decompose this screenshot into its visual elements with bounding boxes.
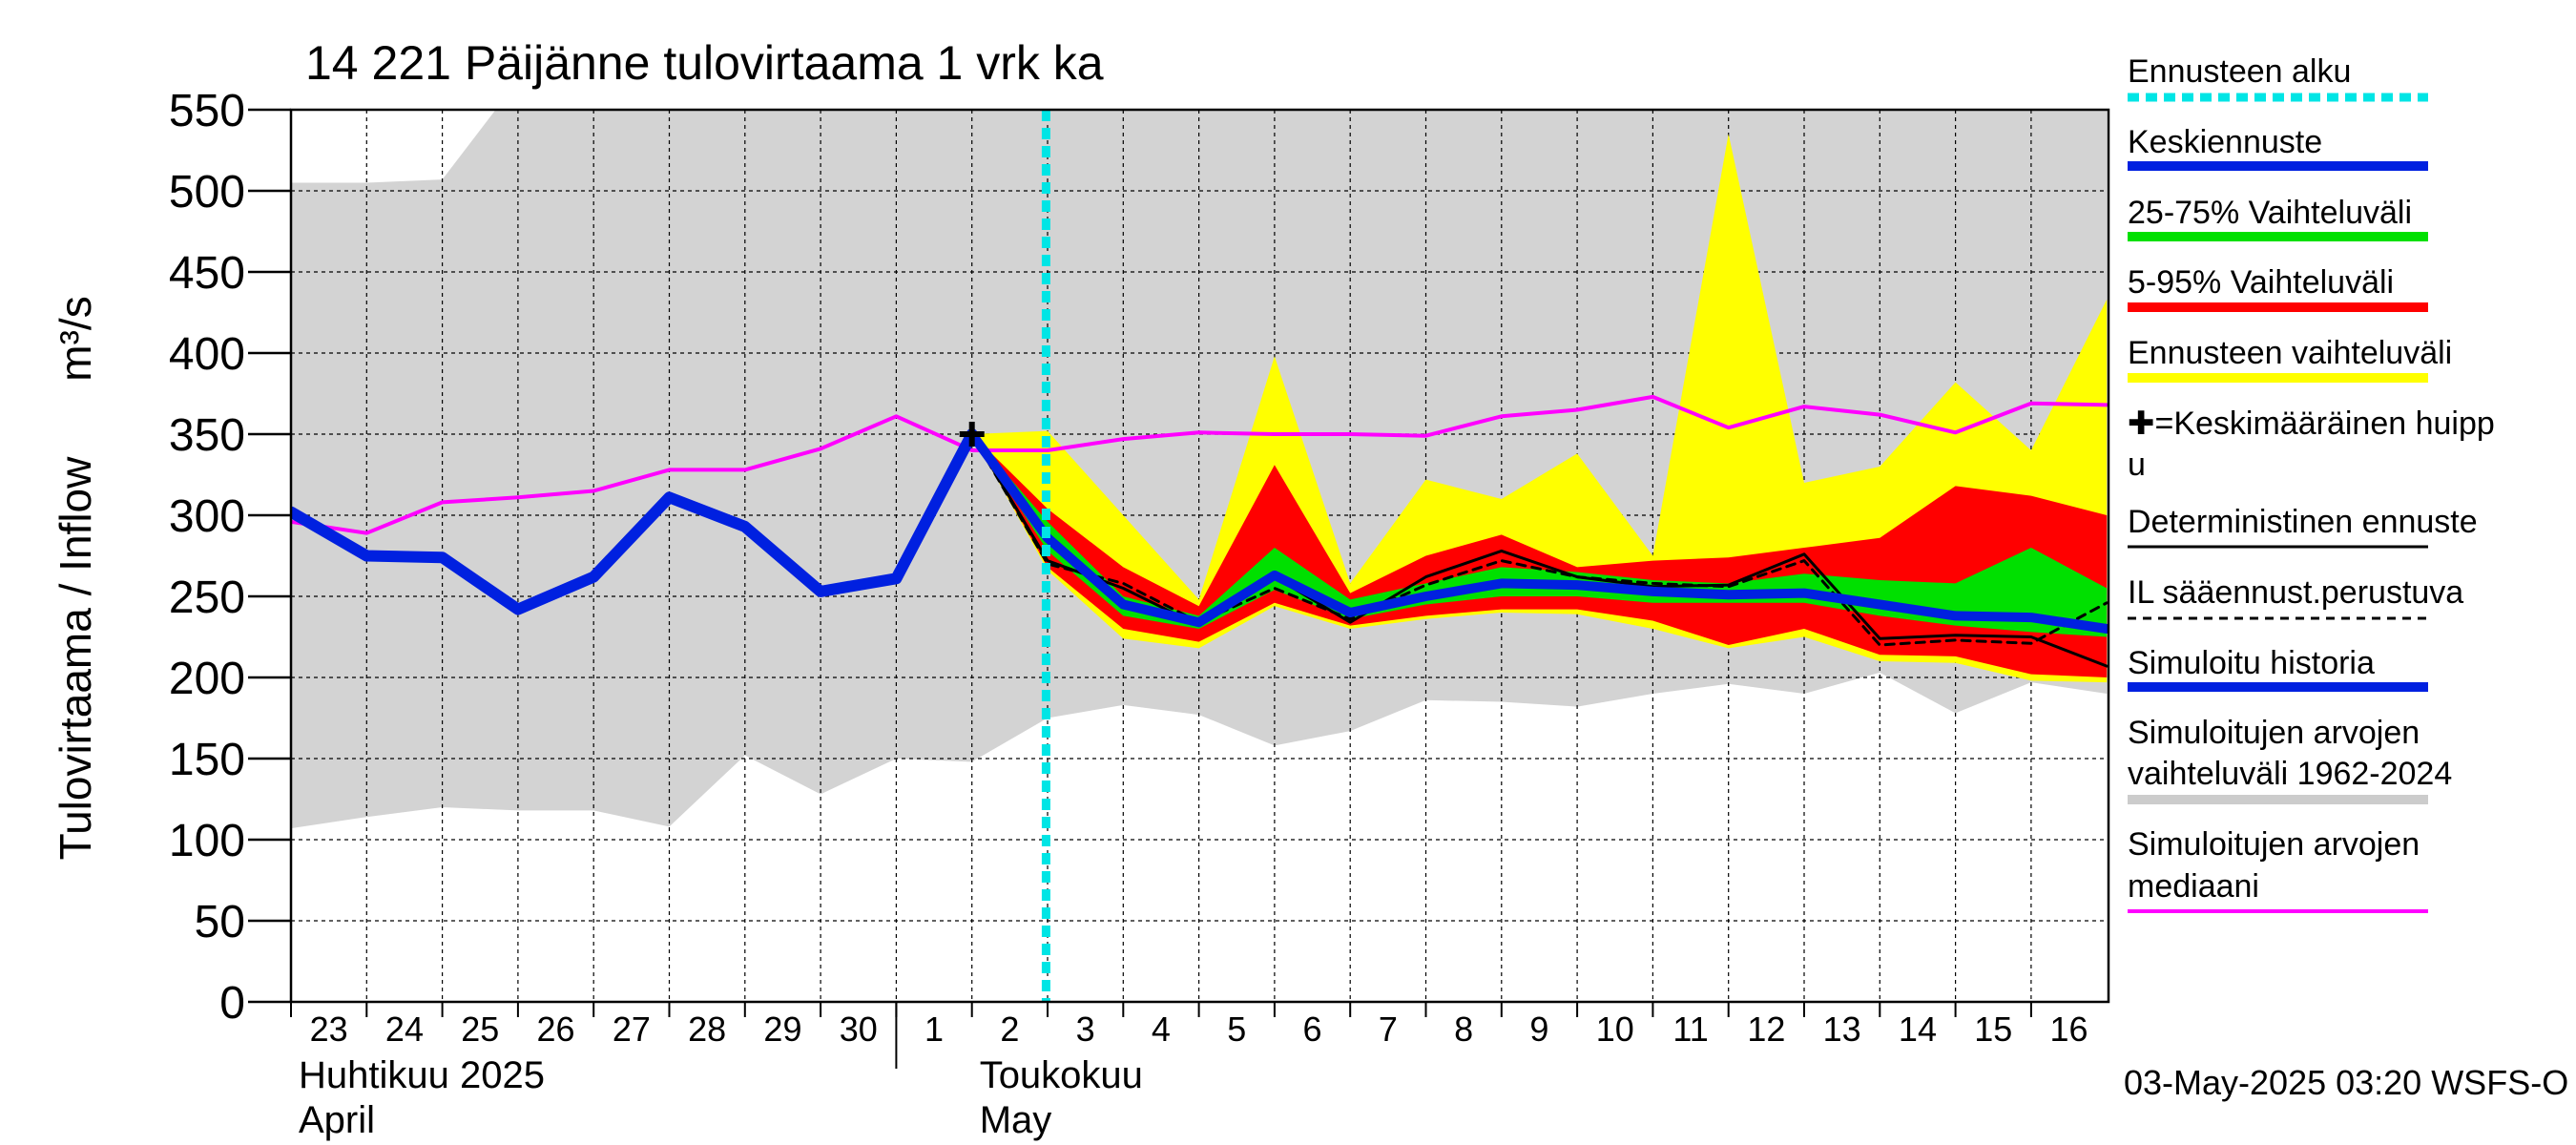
x-tick-label: 27 — [613, 1010, 651, 1049]
y-tick-label: 400 — [169, 329, 245, 380]
month-label-en: May — [980, 1099, 1052, 1141]
x-tick-label: 10 — [1596, 1010, 1634, 1049]
y-tick-label: 500 — [169, 167, 245, 218]
y-tick-label: 550 — [169, 86, 245, 136]
y-tick-label: 450 — [169, 248, 245, 299]
x-tick-label: 4 — [1152, 1010, 1171, 1049]
sim-history-line — [291, 428, 978, 615]
y-tick-label: 50 — [195, 897, 245, 947]
legend-label: Simuloitujen arvojen — [2128, 715, 2420, 751]
legend: Ennusteen alku Keskiennuste 25-75% Vaihtel… — [2128, 53, 2495, 913]
legend-label: Ennusteen alku — [2128, 53, 2351, 90]
peak-marker — [959, 422, 985, 447]
y-tick-label: 0 — [219, 978, 245, 1029]
x-tick-label: 3 — [1076, 1010, 1095, 1049]
legend-label: Deterministinen ennuste — [2128, 504, 2478, 540]
y-axis-label: Tulovirtaama / Inflow — [51, 456, 100, 860]
y-tick-label: 250 — [169, 572, 245, 623]
x-axis: 23 24 25 26 27 28 29 30 1 2 3 4 5 6 7 8 9 10 11 12 13 14 15 16H… — [290, 1002, 2088, 1141]
x-tick-label: 1 — [924, 1010, 944, 1049]
plot-area — [289, 108, 2110, 1004]
month-label-en: April — [299, 1099, 375, 1141]
y-tick-label: 300 — [169, 491, 245, 542]
x-tick-label: 9 — [1529, 1010, 1548, 1049]
legend-label: Simuloitujen arvojen — [2128, 826, 2420, 863]
x-tick-label: 13 — [1823, 1010, 1861, 1049]
median-line — [291, 394, 2109, 535]
x-tick-label: 6 — [1303, 1010, 1322, 1049]
month-label-fi: Huhtikuu 2025 — [299, 1054, 545, 1096]
x-tick-label: 23 — [310, 1010, 348, 1049]
plot-inner — [291, 110, 2109, 1002]
legend-label: ✚=Keskimääräinen huipp — [2128, 406, 2495, 442]
legend-label: vaihteluväli 1962-2024 — [2128, 756, 2452, 792]
legend-label: mediaani — [2128, 868, 2259, 905]
legend-label: u — [2128, 447, 2146, 483]
x-tick-label: 16 — [2050, 1010, 2088, 1049]
x-tick-label: 12 — [1747, 1010, 1785, 1049]
x-tick-label: 15 — [1974, 1010, 2012, 1049]
il-forecast-line — [970, 432, 2109, 647]
legend-label: Keskiennuste — [2128, 124, 2322, 160]
y-tick-label: 150 — [169, 735, 245, 785]
legend-label: Simuloitu historia — [2128, 645, 2375, 681]
deterministic-line — [970, 432, 2109, 668]
p5-95-area — [971, 434, 2108, 677]
y-tick-label: 200 — [169, 654, 245, 704]
x-tick-label: 30 — [840, 1010, 878, 1049]
legend-label: 5-95% Vaihteluväli — [2128, 264, 2394, 301]
x-tick-label: 14 — [1899, 1010, 1937, 1049]
chart-title: 14 221 Päijänne tulovirtaama 1 vrk ka — [305, 36, 1104, 90]
legend-label: 25-75% Vaihteluväli — [2128, 195, 2412, 231]
legend-label: IL sääennust.perustuva — [2128, 574, 2463, 611]
x-tick-label: 5 — [1227, 1010, 1246, 1049]
x-tick-label: 8 — [1454, 1010, 1473, 1049]
legend-label: Ennusteen vaihteluväli — [2128, 335, 2452, 371]
x-tick-label: 29 — [763, 1010, 801, 1049]
y-tick-label: 100 — [169, 816, 245, 866]
x-tick-label: 25 — [461, 1010, 499, 1049]
mean-forecast-line — [966, 429, 2109, 634]
footer-timestamp: 03-May-2025 03:20 WSFS-O — [2124, 1063, 2568, 1102]
x-tick-label: 26 — [537, 1010, 575, 1049]
y-tick-label: 350 — [169, 410, 245, 461]
y-axis: 0 50 100 150 200 250 300 350 400 450 500 550 — [169, 86, 291, 1029]
x-tick-label: 24 — [385, 1010, 424, 1049]
x-tick-label: 28 — [688, 1010, 726, 1049]
x-tick-label: 11 — [1672, 1010, 1708, 1049]
y-axis-unit: m³/s — [51, 296, 100, 381]
x-tick-label: 2 — [1000, 1010, 1019, 1049]
month-label-fi: Toukokuu — [980, 1054, 1143, 1096]
x-tick-label: 7 — [1379, 1010, 1398, 1049]
